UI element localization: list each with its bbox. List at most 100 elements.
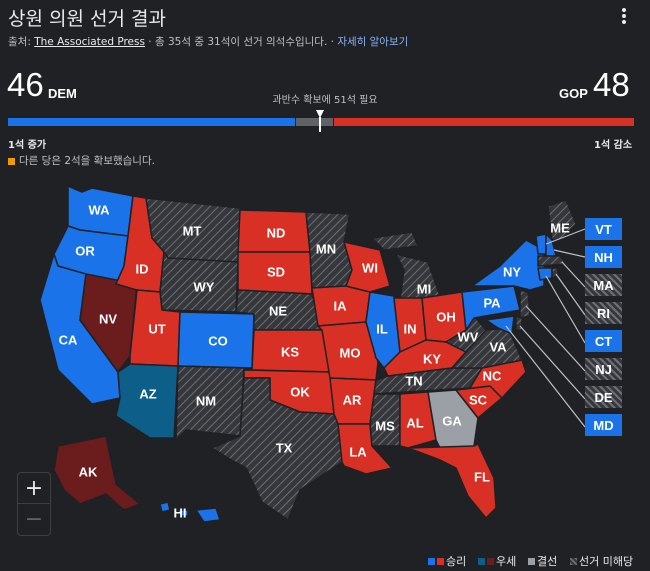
state-box-de[interactable]: DE: [585, 386, 622, 408]
label-wy: WY: [194, 279, 215, 294]
label-me: ME: [550, 220, 570, 235]
legend-lead: 우세: [478, 553, 516, 569]
source-suffix: · 총 35석 중 31석이 선거 의석수입니다. ·: [144, 36, 338, 48]
state-tx[interactable]: [211, 377, 345, 521]
source-line: 출처: The Associated Press · 총 35석 중 31석이 …: [8, 34, 408, 49]
label-or: OR: [75, 243, 95, 258]
label-nc: NC: [483, 368, 502, 383]
gop-seat-count: 48: [593, 66, 630, 103]
label-ut: UT: [148, 321, 165, 336]
label-il: IL: [376, 321, 388, 336]
legend-lead-dem-swatch: [478, 557, 485, 565]
state-box-ma[interactable]: MA: [585, 274, 622, 296]
state-ms[interactable]: [369, 393, 401, 447]
label-ar: AR: [343, 392, 362, 407]
dem-seat-count: 46: [7, 66, 44, 103]
legend-lead-label: 우세: [496, 555, 517, 568]
gop-label: GOP: [559, 86, 588, 101]
learn-more-link[interactable]: 자세히 알아보기: [337, 36, 409, 48]
state-nm[interactable]: [175, 365, 245, 441]
dem-label: DEM: [48, 86, 77, 101]
state-box-nj[interactable]: NJ: [585, 358, 622, 380]
label-ok: OK: [290, 384, 310, 399]
page-title: 상원 의원 선거 결과: [8, 8, 166, 30]
label-mo: MO: [340, 345, 361, 360]
state-box-md[interactable]: MD: [585, 414, 622, 436]
label-oh: OH: [436, 309, 456, 324]
more-options-icon[interactable]: [616, 6, 632, 26]
legend-none: 선거 미해당: [570, 553, 633, 569]
label-ms: MS: [375, 418, 395, 433]
state-pa[interactable]: [461, 285, 521, 331]
state-al[interactable]: [399, 391, 437, 449]
state-ma[interactable]: [537, 255, 567, 267]
undecided-seat-bar: [296, 118, 333, 126]
legend-none-label: 선거 미해당: [579, 555, 634, 568]
other-party-swatch: [8, 157, 15, 165]
label-ky: KY: [423, 351, 441, 366]
source-link[interactable]: The Associated Press: [34, 36, 145, 48]
legend-win-gop-swatch: [437, 557, 444, 565]
label-in: IN: [404, 321, 417, 336]
gop-change: 1석 감소: [594, 140, 633, 151]
state-me[interactable]: [547, 199, 577, 241]
legend-win-dem-swatch: [428, 557, 435, 565]
state-hi[interactable]: [159, 501, 221, 523]
label-ks: KS: [281, 344, 299, 359]
majority-marker: [316, 110, 324, 132]
legend-lead-gop-swatch: [487, 557, 494, 565]
legend-tossup-swatch: [528, 557, 535, 565]
label-sc: SC: [469, 392, 488, 407]
state-nj[interactable]: [519, 289, 531, 319]
state-box-nh[interactable]: NH: [585, 246, 622, 268]
state-box-ct[interactable]: CT: [585, 330, 622, 352]
state-fl[interactable]: [407, 443, 497, 519]
state-vt[interactable]: [535, 233, 547, 255]
label-wv: WV: [458, 329, 479, 344]
label-va: VA: [489, 339, 507, 354]
label-mn: MN: [316, 241, 336, 256]
state-ak[interactable]: [53, 435, 141, 511]
label-sd: SD: [267, 264, 285, 279]
legend-win-label: 승리: [446, 555, 467, 568]
state-wv[interactable]: [445, 315, 487, 353]
label-la: LA: [349, 444, 367, 459]
label-al: AL: [406, 415, 423, 430]
state-box-ri[interactable]: RI: [585, 302, 622, 324]
legend-none-swatch: [570, 557, 577, 565]
label-tx: TX: [276, 440, 293, 455]
label-az: AZ: [139, 386, 156, 401]
label-hi: HI: [174, 505, 187, 520]
majority-text: 과반수 확보에 51석 필요: [272, 95, 378, 106]
source-prefix: 출처:: [8, 36, 35, 48]
state-box-vt[interactable]: VT: [585, 218, 622, 240]
label-wa: WA: [89, 202, 111, 217]
label-mi: MI: [417, 281, 431, 296]
zoom-in-button[interactable]: +: [18, 473, 50, 504]
label-ne: NE: [269, 303, 287, 318]
label-mt: MT: [183, 223, 202, 238]
label-id: ID: [136, 261, 149, 276]
label-nd: ND: [267, 225, 286, 240]
zoom-out-button[interactable]: −: [24, 506, 44, 532]
other-party-note: 다른 당은 2석을 확보했습니다.: [8, 153, 155, 168]
state-ct[interactable]: [537, 267, 553, 281]
legend-tossup: 결선: [528, 553, 557, 569]
small-state-leader-lines: [505, 228, 586, 428]
label-ca: CA: [59, 332, 78, 347]
label-nm: NM: [196, 393, 216, 408]
other-party-text: 다른 당은 2석을 확보했습니다.: [19, 155, 155, 167]
label-ny: NY: [503, 264, 521, 279]
zoom-control: + −: [17, 472, 51, 536]
legend-tossup-label: 결선: [537, 555, 558, 568]
label-fl: FL: [474, 469, 490, 484]
legend-win: 승리: [428, 553, 466, 569]
gop-seat-bar: [334, 118, 634, 126]
dem-change: 1석 증가: [8, 140, 47, 151]
dem-seat-bar: [8, 118, 295, 126]
label-pa: PA: [483, 295, 501, 310]
label-tn: TN: [405, 373, 422, 388]
label-nv: NV: [99, 311, 117, 326]
label-ga: GA: [442, 413, 462, 428]
label-ak: AK: [79, 464, 98, 479]
